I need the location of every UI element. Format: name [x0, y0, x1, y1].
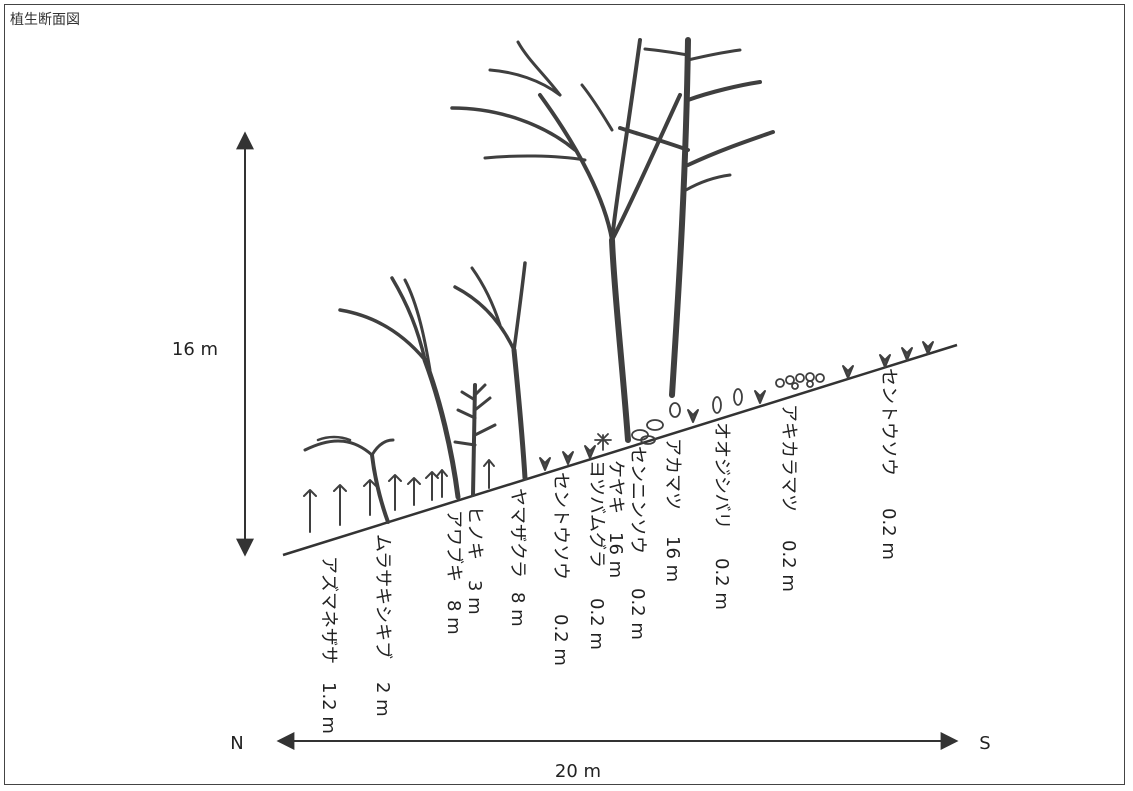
- species-name-6: セントウソウ: [550, 472, 571, 580]
- small-herbs: [594, 372, 825, 451]
- species-height-6: 0.2 m: [550, 614, 571, 666]
- species-name-2: ムラサキシキブ: [372, 534, 394, 659]
- height-label: 16 m: [172, 339, 218, 360]
- species-name-4: アワブキ: [443, 510, 465, 582]
- north-label: N: [230, 733, 243, 754]
- awabuki-tree: [338, 276, 461, 500]
- species-height-11: 0.2 m: [711, 558, 732, 610]
- species-labels: アズマネザサ 1.2 m ムラサキシキブ 2 m ヒノキ 3 m アワブキ 8 …: [318, 368, 899, 734]
- hinoki-tree: [453, 383, 497, 497]
- species-height-12: 0.2 m: [778, 540, 799, 592]
- species-name-12: アキカラマツ: [778, 404, 799, 512]
- species-name-13: セントウソウ: [878, 368, 899, 476]
- species-name-9: センニンソウ: [627, 446, 648, 554]
- species-height-9: 0.2 m: [627, 588, 648, 640]
- species-height-13: 0.2 m: [878, 508, 899, 560]
- species-height-2: 2 m: [372, 682, 393, 717]
- species-height-8: 16 m: [605, 532, 626, 578]
- species-name-1: アズマネザサ: [318, 556, 339, 664]
- species-name-8: ケヤキ: [605, 460, 626, 514]
- vegetation-drawing: [303, 37, 934, 533]
- species-name-5: ヤマザクラ: [507, 488, 528, 578]
- keyaki-tree: [450, 38, 682, 443]
- species-height-10: 16 m: [662, 536, 683, 582]
- species-name-3: ヒノキ: [464, 506, 485, 560]
- azumanezasa-grass: [303, 459, 495, 533]
- species-name-11: オオジシバリ: [711, 422, 732, 529]
- species-height-5: 8 m: [507, 592, 528, 627]
- yamazakura-tree: [453, 261, 528, 481]
- ground-slope: [282, 343, 958, 557]
- species-height-3: 3 m: [464, 580, 485, 615]
- sentousou-herbs: [539, 341, 934, 471]
- species-height-4: 8 m: [443, 600, 464, 635]
- species-name-7: ヨツバムグラ: [586, 460, 607, 568]
- murasakishikibu-shrub: [303, 435, 395, 524]
- south-label: S: [979, 733, 990, 754]
- species-height-7: 0.2 m: [586, 598, 607, 650]
- akamatsu-tree: [618, 37, 775, 398]
- diagram-title: 植生断面図: [10, 12, 80, 28]
- width-label: 20 m: [555, 761, 601, 782]
- species-height-1: 1.2 m: [318, 682, 339, 734]
- species-name-10: アカマツ: [662, 438, 683, 510]
